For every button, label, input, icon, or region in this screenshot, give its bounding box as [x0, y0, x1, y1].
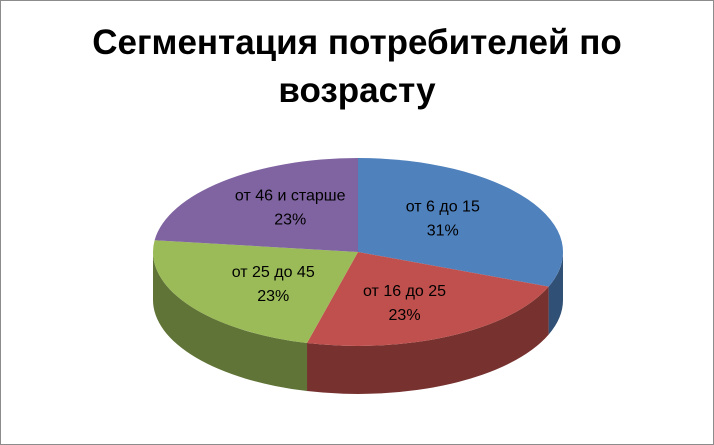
- pie-slice-side: [153, 252, 308, 392]
- slice-label: от 6 до 15: [406, 198, 480, 215]
- pie-slice-side: [548, 252, 563, 335]
- slice-value-label: 23%: [257, 288, 289, 305]
- pie-slice: [153, 240, 358, 344]
- chart-title-box: Сегментация потребителей по возрасту: [1, 19, 713, 115]
- slice-label: от 46 и старше: [235, 188, 346, 205]
- slice-label: от 16 до 25: [363, 283, 446, 300]
- slice-value-label: 23%: [389, 307, 421, 324]
- pie-slice-side: [307, 286, 549, 394]
- slice-value-label: 23%: [274, 212, 306, 229]
- pie-slice: [358, 158, 564, 287]
- chart-title: Сегментация потребителей по возрасту: [92, 23, 622, 110]
- pie-slice: [307, 252, 549, 346]
- slice-value-label: 31%: [427, 222, 459, 239]
- slice-label: от 25 до 45: [232, 264, 315, 281]
- pie-slice: [154, 158, 358, 252]
